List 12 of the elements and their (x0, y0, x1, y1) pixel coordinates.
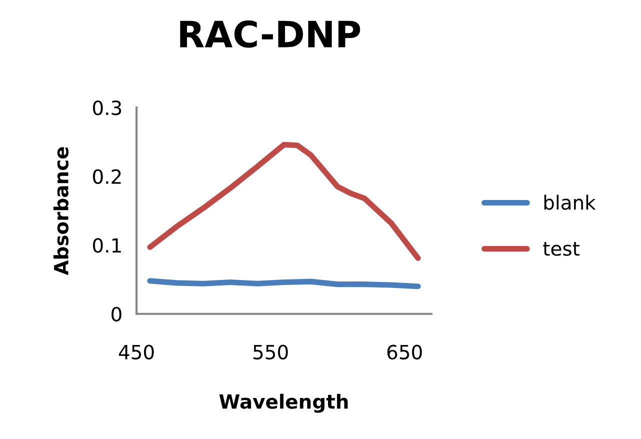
chart-title: RAC-DNP (180, 20, 360, 48)
x-tick-label: 650 (387, 344, 422, 360)
y-tick-label: 0.1 (93, 238, 121, 253)
x-axis-title: Wavelength (219, 394, 348, 413)
y-tick-label: 0 (112, 306, 122, 322)
x-tick-label: 450 (118, 344, 154, 360)
y-axis-title: Absorbance (53, 147, 69, 276)
y-tick-label: 0.3 (93, 100, 122, 116)
x-tick-label: 550 (254, 344, 288, 360)
legend-label: blank (544, 194, 596, 210)
y-tick-label: 0.2 (93, 169, 121, 184)
legend-label: test (543, 242, 580, 256)
